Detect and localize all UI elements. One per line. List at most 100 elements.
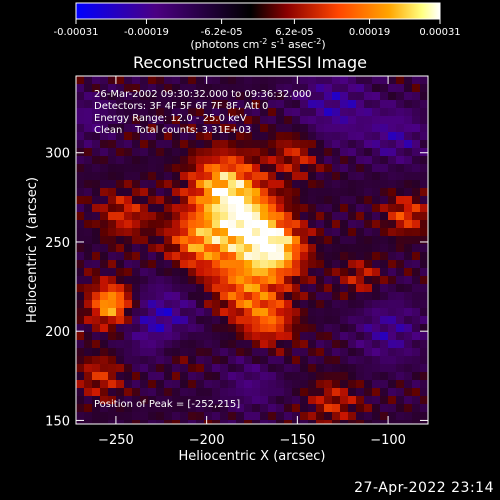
heatmap-cell bbox=[172, 260, 180, 268]
heatmap-cell bbox=[252, 228, 260, 236]
heatmap-cell bbox=[140, 116, 148, 124]
heatmap-cell bbox=[316, 220, 324, 228]
heatmap-cell bbox=[292, 212, 300, 220]
heatmap-cell bbox=[148, 92, 156, 100]
heatmap-cell bbox=[196, 276, 204, 284]
heatmap-cell bbox=[204, 348, 212, 356]
heatmap-cell bbox=[324, 380, 332, 388]
heatmap-cell bbox=[284, 180, 292, 188]
heatmap-cell bbox=[332, 308, 340, 316]
heatmap-cell bbox=[348, 116, 356, 124]
heatmap-cell bbox=[196, 188, 204, 196]
heatmap-cell bbox=[396, 284, 404, 292]
heatmap-cell bbox=[260, 420, 268, 424]
heatmap-cell bbox=[124, 76, 132, 84]
heatmap-cell bbox=[236, 372, 244, 380]
heatmap-cell bbox=[212, 92, 220, 100]
heatmap-cell bbox=[300, 364, 308, 372]
heatmap-cell bbox=[364, 108, 372, 116]
heatmap-cell bbox=[116, 284, 124, 292]
heatmap-cell bbox=[372, 84, 380, 92]
heatmap-cell bbox=[324, 148, 332, 156]
heatmap-cell bbox=[276, 76, 284, 84]
heatmap-cell bbox=[420, 404, 428, 412]
heatmap-cell bbox=[396, 228, 404, 236]
heatmap-cell bbox=[420, 100, 428, 108]
heatmap-cell bbox=[412, 404, 420, 412]
heatmap-cell bbox=[220, 204, 228, 212]
heatmap-cell bbox=[372, 412, 380, 420]
heatmap-cell bbox=[268, 364, 276, 372]
heatmap-cell bbox=[236, 252, 244, 260]
heatmap-cell bbox=[284, 388, 292, 396]
heatmap-cell bbox=[244, 172, 252, 180]
heatmap-cell bbox=[124, 396, 132, 404]
heatmap-cell bbox=[108, 420, 116, 424]
heatmap-cell bbox=[268, 196, 276, 204]
heatmap-cell bbox=[364, 252, 372, 260]
heatmap-cell bbox=[324, 316, 332, 324]
heatmap-cell bbox=[276, 140, 284, 148]
heatmap-cell bbox=[236, 108, 244, 116]
heatmap-cell bbox=[84, 364, 92, 372]
heatmap-cell bbox=[236, 116, 244, 124]
heatmap-cell bbox=[348, 156, 356, 164]
heatmap-cell bbox=[156, 132, 164, 140]
heatmap-cell bbox=[196, 404, 204, 412]
heatmap-cell bbox=[180, 228, 188, 236]
heatmap-cell bbox=[268, 404, 276, 412]
heatmap-cell bbox=[364, 156, 372, 164]
heatmap-cell bbox=[292, 420, 300, 424]
heatmap-cell bbox=[164, 148, 172, 156]
heatmap-cell bbox=[84, 188, 92, 196]
heatmap-cell bbox=[92, 84, 100, 92]
heatmap-cell bbox=[412, 164, 420, 172]
heatmap-cell bbox=[124, 204, 132, 212]
heatmap-cell bbox=[412, 372, 420, 380]
heatmap-cell bbox=[356, 300, 364, 308]
heatmap-cell bbox=[180, 412, 188, 420]
heatmap-cell bbox=[148, 316, 156, 324]
heatmap-cell bbox=[308, 148, 316, 156]
heatmap-cell bbox=[332, 116, 340, 124]
heatmap-cell bbox=[212, 148, 220, 156]
heatmap-cell bbox=[276, 420, 284, 424]
heatmap-cell bbox=[276, 84, 284, 92]
heatmap-cell bbox=[228, 228, 236, 236]
heatmap-cell bbox=[324, 340, 332, 348]
heatmap-cell bbox=[132, 356, 140, 364]
heatmap-cell bbox=[324, 156, 332, 164]
heatmap-cell bbox=[364, 196, 372, 204]
heatmap-cell bbox=[252, 180, 260, 188]
heatmap-cell bbox=[404, 108, 412, 116]
heatmap-cell bbox=[180, 188, 188, 196]
heatmap-cell bbox=[300, 108, 308, 116]
heatmap-cell bbox=[228, 300, 236, 308]
heatmap-cell bbox=[124, 140, 132, 148]
heatmap-cell bbox=[228, 220, 236, 228]
heatmap-cell bbox=[340, 132, 348, 140]
heatmap-cell bbox=[164, 140, 172, 148]
heatmap-cell bbox=[244, 84, 252, 92]
heatmap-cell bbox=[348, 372, 356, 380]
heatmap-cell bbox=[372, 284, 380, 292]
heatmap-cell bbox=[324, 108, 332, 116]
heatmap-cell bbox=[348, 348, 356, 356]
heatmap-cell bbox=[356, 92, 364, 100]
heatmap-cell bbox=[276, 148, 284, 156]
heatmap-cell bbox=[212, 108, 220, 116]
heatmap-cell bbox=[116, 116, 124, 124]
heatmap-cell bbox=[388, 124, 396, 132]
heatmap-cell bbox=[220, 356, 228, 364]
heatmap-cell bbox=[212, 364, 220, 372]
heatmap-cell bbox=[364, 316, 372, 324]
heatmap-cell bbox=[140, 292, 148, 300]
heatmap-cell bbox=[92, 108, 100, 116]
heatmap-cell bbox=[268, 108, 276, 116]
heatmap-cell bbox=[228, 124, 236, 132]
heatmap-cell bbox=[84, 228, 92, 236]
heatmap-cell bbox=[228, 196, 236, 204]
heatmap-cell bbox=[332, 84, 340, 92]
heatmap-cell bbox=[316, 148, 324, 156]
heatmap-cell bbox=[220, 220, 228, 228]
